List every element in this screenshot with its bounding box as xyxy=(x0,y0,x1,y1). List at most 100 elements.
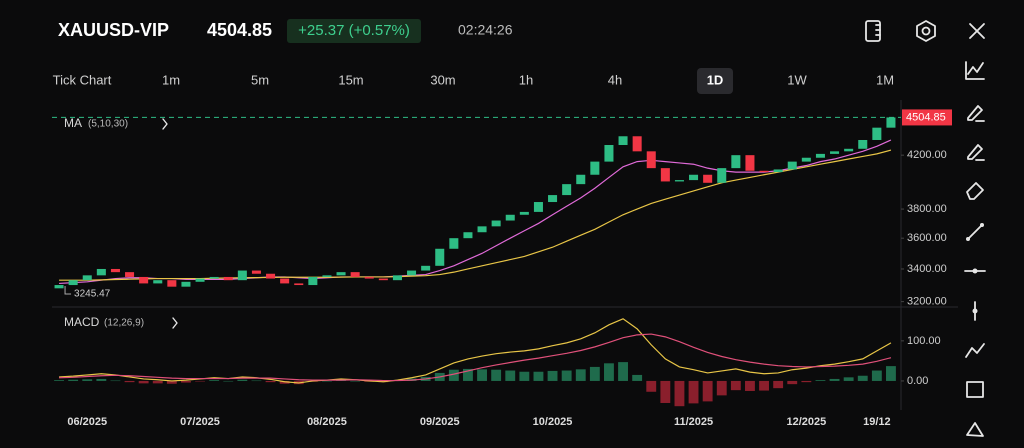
settings-icon[interactable] xyxy=(916,20,936,42)
triangle-tool[interactable] xyxy=(966,422,984,437)
candle-body xyxy=(703,174,713,183)
low-marker xyxy=(64,286,72,295)
indicator-name: MACD xyxy=(64,315,100,329)
candle-body xyxy=(477,226,487,233)
timeframe[interactable]: 1M xyxy=(876,72,894,87)
histogram-bar xyxy=(589,366,600,381)
candle-body xyxy=(435,248,445,266)
vline-tool[interactable] xyxy=(972,301,978,321)
x-tick-label: 08/2025 xyxy=(307,416,347,428)
y-tick-label: 100.00 xyxy=(907,335,941,347)
price-tag xyxy=(902,109,952,126)
x-tick-label: 19/12 xyxy=(863,416,891,428)
histogram-bar xyxy=(815,380,826,381)
candle-body xyxy=(68,280,78,286)
expand-icon[interactable] xyxy=(172,317,178,329)
y-tick-label: 0.00 xyxy=(907,375,928,387)
candle-body xyxy=(576,174,586,185)
candle-body xyxy=(153,280,163,284)
candle-body xyxy=(407,270,417,276)
histogram-bar xyxy=(646,380,657,392)
pen-tool[interactable] xyxy=(967,144,985,161)
symbol[interactable]: XAUUSD-VIP xyxy=(58,20,169,40)
candle-body xyxy=(463,232,473,239)
indicator-name: MA xyxy=(64,116,82,130)
histogram-bar xyxy=(110,380,121,382)
candle-body xyxy=(660,168,670,182)
indicator-params: (5,10,30) xyxy=(88,119,128,130)
candle-body xyxy=(491,220,501,227)
close-icon[interactable] xyxy=(969,23,985,39)
shape-tool[interactable] xyxy=(966,381,984,398)
timeframe[interactable]: Tick Chart xyxy=(53,72,112,87)
timeframe[interactable]: 1D xyxy=(707,72,724,87)
path-tool[interactable] xyxy=(965,343,985,358)
candle-body xyxy=(632,136,642,152)
candle-body xyxy=(646,151,656,169)
expand-icon[interactable] xyxy=(162,118,168,130)
candle-body xyxy=(195,278,205,282)
candle-body xyxy=(830,151,840,154)
line-tool[interactable] xyxy=(966,223,984,241)
histogram-bar xyxy=(322,380,332,382)
candle-body xyxy=(505,214,515,221)
timeframe[interactable]: 1h xyxy=(519,72,533,87)
histogram-bar xyxy=(138,380,149,384)
timeframe[interactable]: 4h xyxy=(608,72,622,87)
toolbar xyxy=(964,61,986,437)
candle-body xyxy=(759,170,769,173)
change-badge xyxy=(287,19,421,43)
pen-tool[interactable] xyxy=(967,105,985,122)
histogram-bar xyxy=(350,380,361,382)
indicator-tool[interactable] xyxy=(965,61,985,80)
histogram-bar xyxy=(730,380,741,391)
histogram-bar xyxy=(152,380,163,384)
histogram-bar xyxy=(759,380,769,391)
timeframe[interactable]: 1W xyxy=(787,72,807,87)
candle-body xyxy=(378,278,388,281)
low-label: 3245.47 xyxy=(74,289,111,300)
candle-body xyxy=(209,276,219,279)
candle-body xyxy=(590,161,600,175)
timeframe[interactable]: 5m xyxy=(251,72,269,87)
active-timeframe xyxy=(697,68,733,94)
candle-body xyxy=(745,155,755,171)
histogram-bar xyxy=(575,369,586,381)
timeframe[interactable]: 30m xyxy=(430,72,455,87)
histogram-bar xyxy=(773,380,784,389)
histogram-bar xyxy=(477,369,487,381)
candle-body xyxy=(280,278,290,284)
x-tick-label: 10/2025 xyxy=(533,416,573,428)
histogram-bar xyxy=(561,370,572,381)
x-tick-label: 09/2025 xyxy=(420,416,460,428)
candle-body xyxy=(872,127,882,140)
candle-body xyxy=(322,275,332,277)
hline-tool[interactable] xyxy=(964,268,986,274)
timeframe[interactable]: 15m xyxy=(338,72,363,87)
histogram-bar xyxy=(82,379,93,381)
candle-body xyxy=(844,148,854,152)
eraser-tool[interactable] xyxy=(966,182,984,200)
histogram-bar xyxy=(181,380,191,383)
histogram-bar xyxy=(96,378,107,381)
candle-body xyxy=(421,265,431,271)
y-tick-label: 3600.00 xyxy=(907,232,947,244)
candle-body xyxy=(308,276,318,286)
histogram-bar xyxy=(519,371,530,381)
histogram-bar xyxy=(223,380,234,382)
ruler-icon[interactable] xyxy=(865,20,881,42)
histogram-bar xyxy=(843,377,854,381)
candle-body xyxy=(237,270,247,281)
candle-body xyxy=(266,273,276,279)
histogram-bar xyxy=(857,375,868,381)
candle-body xyxy=(294,283,304,286)
histogram-bar xyxy=(533,371,544,381)
last-price-label: 4504.85 xyxy=(906,111,946,123)
histogram-bar xyxy=(166,380,177,384)
candle-body xyxy=(801,157,811,162)
histogram-bar xyxy=(463,368,473,381)
indicator-line xyxy=(59,333,892,382)
candle-body xyxy=(251,270,261,274)
timeframe[interactable]: 1m xyxy=(162,72,180,87)
x-tick-label: 07/2025 xyxy=(180,416,220,428)
